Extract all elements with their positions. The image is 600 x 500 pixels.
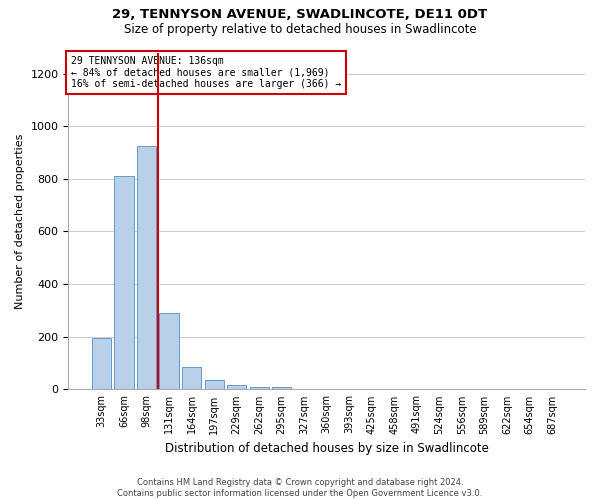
Bar [295,389,314,390]
Bar [115,176,134,390]
X-axis label: Distribution of detached houses by size in Swadlincote: Distribution of detached houses by size … [165,442,488,455]
Bar [137,146,156,390]
Bar [205,380,224,390]
Text: 29 TENNYSON AVENUE: 136sqm
← 84% of detached houses are smaller (1,969)
16% of s: 29 TENNYSON AVENUE: 136sqm ← 84% of deta… [71,56,341,89]
Bar [92,338,111,390]
Bar [160,313,179,390]
Bar [227,384,246,390]
Text: 29, TENNYSON AVENUE, SWADLINCOTE, DE11 0DT: 29, TENNYSON AVENUE, SWADLINCOTE, DE11 0… [112,8,488,20]
Bar [272,388,291,390]
Y-axis label: Number of detached properties: Number of detached properties [15,134,25,308]
Text: Size of property relative to detached houses in Swadlincote: Size of property relative to detached ho… [124,22,476,36]
Bar [250,388,269,390]
Bar [182,367,201,390]
Text: Contains HM Land Registry data © Crown copyright and database right 2024.
Contai: Contains HM Land Registry data © Crown c… [118,478,482,498]
